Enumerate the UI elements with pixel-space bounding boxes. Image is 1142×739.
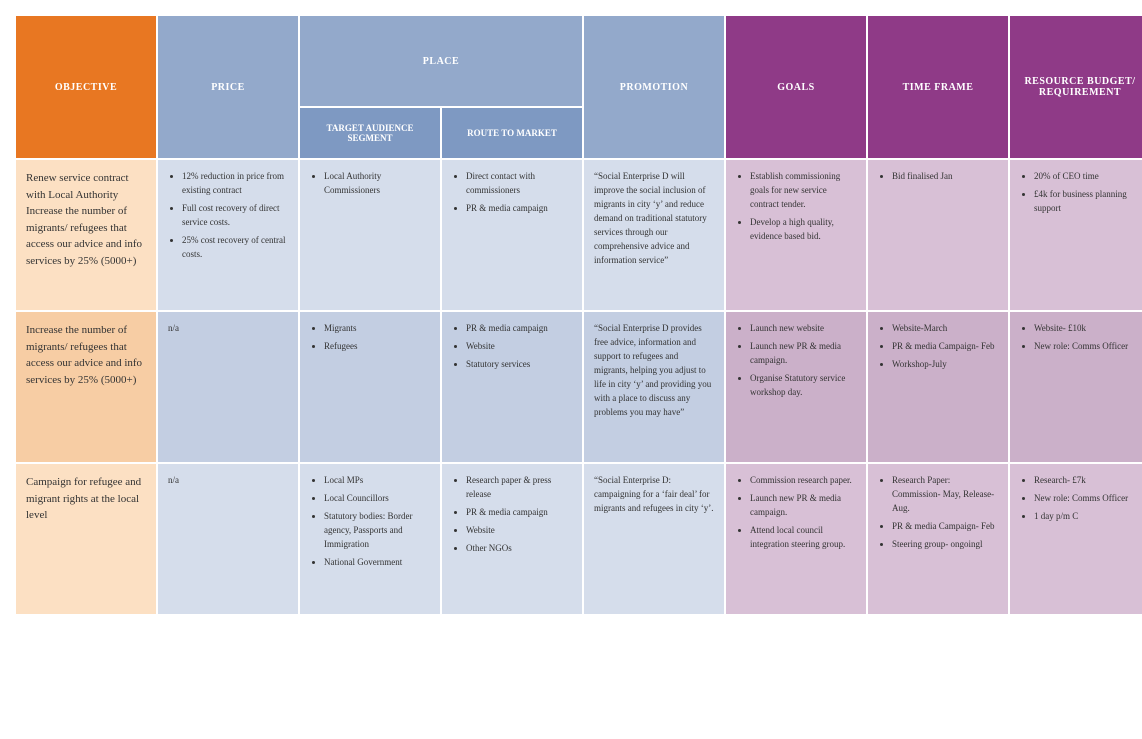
price-list: 12% reduction in price from existing con… bbox=[168, 170, 288, 262]
col-subheader-target-audience: TARGET AUDIENCE SEGMENT bbox=[300, 108, 440, 158]
list-item: Develop a high quality, evidence based b… bbox=[750, 216, 856, 244]
list-item: PR & media campaign bbox=[466, 322, 572, 336]
goals-cell: Launch new website Launch new PR & media … bbox=[726, 312, 866, 462]
goals-list: Commission research paper. Launch new PR … bbox=[736, 474, 856, 552]
list-item: Local Authority Commissioners bbox=[324, 170, 430, 198]
list-item: Bid finalised Jan bbox=[892, 170, 998, 184]
resource-list: Research- £7k New role: Comms Officer 1 da… bbox=[1020, 474, 1140, 524]
objective-cell: Campaign for refugee and migrant rights … bbox=[16, 464, 156, 614]
list-item: Direct contact with commissioners bbox=[466, 170, 572, 198]
list-item: Website- £10k bbox=[1034, 322, 1140, 336]
objective-cell: Renew service contract with Local Author… bbox=[16, 160, 156, 310]
route-list: PR & media campaign Website Statutory serv… bbox=[452, 322, 572, 372]
planning-table: OBJECTIVE PRICE PLACE PROMOTION GOALS TI… bbox=[16, 16, 1138, 614]
list-item: 20% of CEO time bbox=[1034, 170, 1140, 184]
list-item: PR & media campaign bbox=[466, 506, 572, 520]
col-header-timeframe: TIME FRAME bbox=[868, 16, 1008, 158]
list-item: Statutory bodies: Border agency, Passpor… bbox=[324, 510, 430, 552]
route-cell: Direct contact with commissioners PR & me… bbox=[442, 160, 582, 310]
list-item: Launch new website bbox=[750, 322, 856, 336]
col-header-place: PLACE bbox=[300, 16, 582, 106]
col-header-goals: GOALS bbox=[726, 16, 866, 158]
list-item: Research Paper: Commission- May, Release… bbox=[892, 474, 998, 516]
target-audience-cell: Local MPs Local Councillors Statutory bodi… bbox=[300, 464, 440, 614]
list-item: Website bbox=[466, 524, 572, 538]
timeframe-list: Bid finalised Jan bbox=[878, 170, 998, 184]
route-list: Research paper & press release PR & media… bbox=[452, 474, 572, 556]
price-cell: n/a bbox=[158, 312, 298, 462]
promotion-cell: “Social Enterprise D provides free advic… bbox=[584, 312, 724, 462]
list-item: Establish commissioning goals for new se… bbox=[750, 170, 856, 212]
list-item: New role: Comms Officer bbox=[1034, 340, 1140, 354]
list-item: Other NGOs bbox=[466, 542, 572, 556]
list-item: Launch new PR & media campaign. bbox=[750, 492, 856, 520]
list-item: Refugees bbox=[324, 340, 430, 354]
goals-list: Launch new website Launch new PR & media … bbox=[736, 322, 856, 400]
col-header-objective: OBJECTIVE bbox=[16, 16, 156, 158]
timeframe-cell: Research Paper: Commission- May, Release… bbox=[868, 464, 1008, 614]
col-header-price: PRICE bbox=[158, 16, 298, 158]
list-item: Steering group- ongoingl bbox=[892, 538, 998, 552]
resource-cell: 20% of CEO time £4k for business planning… bbox=[1010, 160, 1142, 310]
resource-list: Website- £10k New role: Comms Officer bbox=[1020, 322, 1140, 354]
target-audience-list: Local MPs Local Councillors Statutory bodi… bbox=[310, 474, 430, 570]
list-item: Organise Statutory service workshop day. bbox=[750, 372, 856, 400]
list-item: PR & media Campaign- Feb bbox=[892, 340, 998, 354]
list-item: 1 day p/m C bbox=[1034, 510, 1140, 524]
list-item: Research- £7k bbox=[1034, 474, 1140, 488]
objective-cell: Increase the number of migrants/ refugee… bbox=[16, 312, 156, 462]
list-item: PR & media Campaign- Feb bbox=[892, 520, 998, 534]
promotion-cell: “Social Enterprise D will improve the so… bbox=[584, 160, 724, 310]
list-item: New role: Comms Officer bbox=[1034, 492, 1140, 506]
list-item: Website-March bbox=[892, 322, 998, 336]
route-list: Direct contact with commissioners PR & me… bbox=[452, 170, 572, 216]
list-item: Statutory services bbox=[466, 358, 572, 372]
list-item: Launch new PR & media campaign. bbox=[750, 340, 856, 368]
target-audience-list: Migrants Refugees bbox=[310, 322, 430, 354]
list-item: PR & media campaign bbox=[466, 202, 572, 216]
resource-list: 20% of CEO time £4k for business planning… bbox=[1020, 170, 1140, 216]
list-item: National Government bbox=[324, 556, 430, 570]
list-item: Website bbox=[466, 340, 572, 354]
promotion-cell: “Social Enterprise D: campaigning for a … bbox=[584, 464, 724, 614]
target-audience-cell: Local Authority Commissioners bbox=[300, 160, 440, 310]
col-header-resource: RESOURCE BUDGET/ REQUIREMENT bbox=[1010, 16, 1142, 158]
list-item: Local MPs bbox=[324, 474, 430, 488]
list-item: Research paper & press release bbox=[466, 474, 572, 502]
route-cell: Research paper & press release PR & media… bbox=[442, 464, 582, 614]
route-cell: PR & media campaign Website Statutory serv… bbox=[442, 312, 582, 462]
resource-cell: Research- £7k New role: Comms Officer 1 da… bbox=[1010, 464, 1142, 614]
list-item: Workshop-July bbox=[892, 358, 998, 372]
price-cell: n/a bbox=[158, 464, 298, 614]
timeframe-cell: Bid finalised Jan bbox=[868, 160, 1008, 310]
timeframe-cell: Website-March PR & media Campaign- Feb Wor… bbox=[868, 312, 1008, 462]
target-audience-list: Local Authority Commissioners bbox=[310, 170, 430, 198]
col-subheader-route-to-market: ROUTE TO MARKET bbox=[442, 108, 582, 158]
list-item: Local Councillors bbox=[324, 492, 430, 506]
list-item: Attend local council integration steerin… bbox=[750, 524, 856, 552]
resource-cell: Website- £10k New role: Comms Officer bbox=[1010, 312, 1142, 462]
list-item: 12% reduction in price from existing con… bbox=[182, 170, 288, 198]
price-cell: 12% reduction in price from existing con… bbox=[158, 160, 298, 310]
goals-list: Establish commissioning goals for new se… bbox=[736, 170, 856, 244]
list-item: £4k for business planning support bbox=[1034, 188, 1140, 216]
list-item: 25% cost recovery of central costs. bbox=[182, 234, 288, 262]
list-item: Commission research paper. bbox=[750, 474, 856, 488]
goals-cell: Establish commissioning goals for new se… bbox=[726, 160, 866, 310]
list-item: Migrants bbox=[324, 322, 430, 336]
target-audience-cell: Migrants Refugees bbox=[300, 312, 440, 462]
timeframe-list: Research Paper: Commission- May, Release… bbox=[878, 474, 998, 552]
col-header-promotion: PROMOTION bbox=[584, 16, 724, 158]
timeframe-list: Website-March PR & media Campaign- Feb Wor… bbox=[878, 322, 998, 372]
list-item: Full cost recovery of direct service cos… bbox=[182, 202, 288, 230]
goals-cell: Commission research paper. Launch new PR … bbox=[726, 464, 866, 614]
